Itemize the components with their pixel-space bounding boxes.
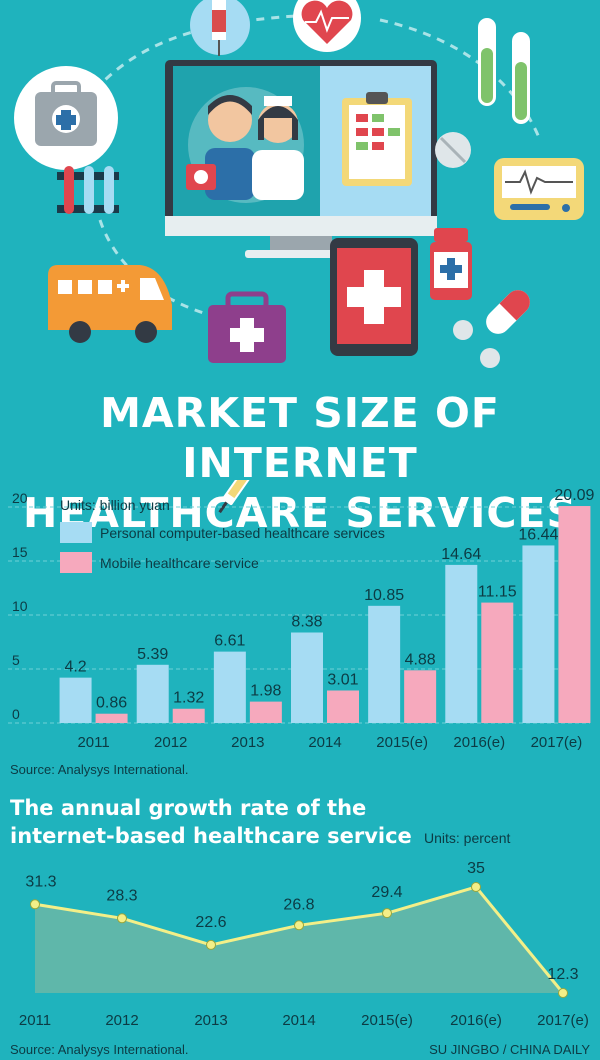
x-tick-label: 2014: [282, 1012, 315, 1029]
data-value-label: 28.3: [106, 887, 137, 904]
bar: [213, 651, 246, 723]
doctor-icon: [186, 95, 255, 200]
y-tick-label: 0: [12, 706, 20, 722]
test-tubes-icon: [478, 18, 530, 124]
tube-rack-icon: [57, 166, 119, 214]
data-point: [294, 920, 304, 931]
bar: [291, 632, 323, 723]
y-tick-label: 10: [12, 598, 28, 614]
purple-bag-icon: [208, 291, 286, 363]
bar: [59, 677, 92, 723]
main-title: MARKET SIZE OF INTERNET HEALTHCARE SERVI…: [0, 388, 600, 538]
units-label: Units: billion yuan: [60, 497, 170, 513]
legend-label: Mobile healthcare service: [100, 555, 259, 571]
y-tick-label: 20: [12, 490, 28, 506]
tablet-icon: [330, 238, 418, 356]
data-value-label: 35: [467, 860, 485, 877]
small-syringe-icon: [218, 480, 254, 514]
x-tick-label: 2015(e): [376, 734, 428, 751]
x-tick-label: 2016(e): [453, 734, 505, 751]
medical-kit-icon: [14, 66, 118, 170]
pill-icon: [435, 132, 471, 168]
growth-chart-units: Units: percent: [424, 830, 511, 846]
growth-chart-title-line-2: internet-based healthcare service: [10, 824, 412, 848]
bar-value-label: 20.09: [554, 487, 594, 504]
bar: [368, 605, 401, 723]
data-point: [382, 908, 392, 919]
bar-value-label: 14.64: [441, 546, 481, 563]
bar-value-label: 10.85: [364, 587, 404, 604]
data-point: [30, 899, 40, 910]
clipboard-icon: [342, 92, 412, 186]
legend-swatch: [60, 522, 92, 543]
heart-icon: [293, 0, 361, 52]
data-value-label: 29.4: [371, 884, 402, 901]
main-title-line-2: HEALTHCARE SERVICES: [22, 489, 578, 537]
x-tick-label: 2011: [19, 1012, 51, 1029]
data-value-label: 31.3: [25, 873, 56, 890]
bar-value-label: 6.61: [214, 633, 245, 650]
medicine-bottle-icon: [430, 228, 472, 300]
bar-value-label: 1.32: [173, 690, 204, 707]
growth-chart-title-line-1: The annual growth rate of the: [10, 796, 367, 820]
bar: [445, 564, 478, 723]
y-tick-label: 5: [12, 652, 20, 668]
x-tick-label: 2017(e): [537, 1012, 589, 1029]
legend-label: Personal computer-based healthcare servi…: [100, 525, 385, 541]
x-tick-label: 2011: [77, 734, 109, 751]
bar-value-label: 16.44: [518, 526, 558, 543]
legend-swatch: [60, 552, 92, 573]
growth-chart-title: The annual growth rate of the internet-b…: [10, 794, 412, 850]
bar: [327, 690, 359, 723]
x-tick-label: 2012: [154, 734, 187, 751]
bar: [172, 708, 205, 723]
x-tick-label: 2016(e): [450, 1012, 502, 1029]
main-title-line-1: MARKET SIZE OF INTERNET: [100, 389, 500, 487]
bar-value-label: 0.86: [96, 695, 127, 712]
bar: [481, 602, 514, 723]
credit-line: SU JINGBO / CHINA DAILY: [429, 1042, 590, 1057]
data-value-label: 22.6: [195, 914, 226, 931]
nurse-icon: [252, 96, 304, 200]
bar-value-label: 4.88: [405, 651, 436, 668]
x-tick-label: 2013: [194, 1012, 227, 1029]
x-tick-label: 2013: [231, 734, 264, 751]
y-tick-label: 15: [12, 544, 28, 560]
bar: [95, 713, 128, 723]
bar-value-label: 11.15: [478, 584, 517, 601]
data-point: [471, 882, 481, 892]
bar-value-label: 5.39: [137, 646, 168, 663]
data-point: [206, 939, 216, 950]
area-fill: [35, 887, 563, 993]
bar: [404, 670, 437, 723]
monitor-icon: [165, 60, 437, 258]
data-point: [558, 988, 568, 998]
data-value-label: 26.8: [283, 896, 314, 913]
bar: [558, 506, 591, 723]
bar-value-label: 3.01: [327, 671, 358, 688]
x-tick-label: 2012: [105, 1012, 138, 1029]
bar-value-label: 8.38: [291, 613, 322, 630]
bar-value-label: 1.98: [250, 683, 281, 700]
bar: [249, 701, 282, 723]
bar: [522, 545, 555, 723]
bar: [136, 664, 169, 723]
x-tick-label: 2014: [308, 734, 341, 751]
syringe-icon: [190, 0, 250, 56]
data-value-label: 12.3: [547, 966, 578, 983]
capsule-icon: [453, 290, 530, 368]
ecg-monitor-icon: [494, 158, 584, 220]
x-tick-label: 2015(e): [361, 1012, 413, 1029]
growth-rate-area-chart: 31.3 2011 28.3 2012 22.6 2013 26.8 2014 29.4 2015…: [19, 860, 589, 1029]
x-tick-label: 2017(e): [531, 734, 583, 751]
ambulance-icon: [48, 265, 172, 343]
market-size-bar-chart: 0 5 10 15 20 Units: billion yuan Personal comp…: [8, 480, 595, 751]
source-note-2: Source: Analysys International.: [10, 1042, 189, 1057]
bar-value-label: 4.2: [64, 659, 86, 676]
data-point: [117, 913, 127, 924]
healthcare-illustration: [14, 0, 584, 368]
source-note-1: Source: Analysys International.: [10, 762, 189, 777]
